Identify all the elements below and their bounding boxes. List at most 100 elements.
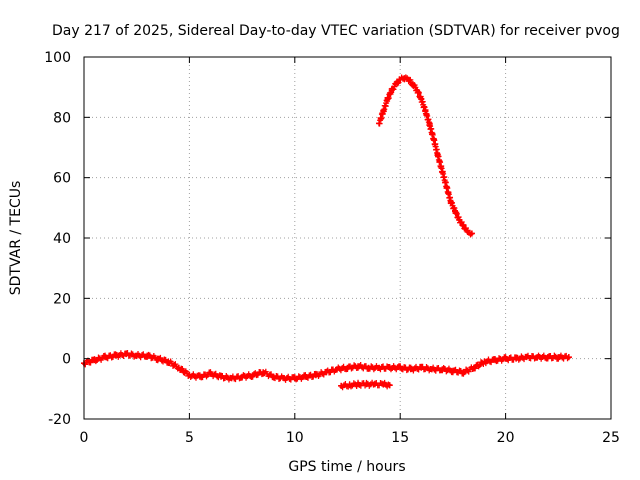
data-point <box>380 381 387 388</box>
data-point <box>228 375 235 382</box>
data-point <box>544 354 551 361</box>
plot-frame <box>83 56 612 420</box>
y-tick-label: 40 <box>53 231 71 247</box>
x-axis-label: GPS time / hours <box>288 459 405 475</box>
data-point <box>534 354 541 361</box>
data-point <box>435 153 442 160</box>
x-tick-label: 15 <box>391 430 409 446</box>
data-point <box>414 87 421 94</box>
data-point <box>380 108 387 115</box>
data-point <box>338 382 345 389</box>
data-point <box>439 168 446 175</box>
data-point <box>464 228 471 235</box>
data-point <box>133 352 140 359</box>
data-point <box>165 358 172 365</box>
data-point <box>388 87 395 94</box>
data-point <box>333 366 340 373</box>
data-point <box>260 369 267 376</box>
series-1 <box>376 74 475 238</box>
data-point <box>460 222 467 229</box>
data-point <box>112 352 119 359</box>
y-tick-label: 60 <box>53 171 71 187</box>
data-point <box>371 381 378 388</box>
data-point <box>565 354 572 361</box>
series-2 <box>338 379 393 391</box>
data-point <box>175 364 182 371</box>
data-point <box>481 358 488 365</box>
data-point <box>422 108 429 115</box>
data-point <box>397 76 404 83</box>
data-point <box>452 207 459 214</box>
y-tick-label: 80 <box>53 110 71 126</box>
data-point <box>397 364 404 371</box>
data-point <box>207 370 214 377</box>
data-point <box>281 375 288 382</box>
data-point <box>460 369 467 376</box>
data-point <box>418 96 425 103</box>
data-point <box>355 363 362 370</box>
series-markers <box>81 350 572 383</box>
data-point <box>346 382 353 389</box>
data-point <box>405 76 412 83</box>
data-point <box>428 366 435 373</box>
data-point <box>363 381 370 388</box>
data-point <box>426 121 433 128</box>
data-point <box>355 381 362 388</box>
data-point <box>302 373 309 380</box>
data-point <box>376 364 383 371</box>
y-tick-label: 100 <box>44 50 71 66</box>
data-point <box>323 369 330 376</box>
data-point <box>270 373 277 380</box>
data-point <box>102 354 109 361</box>
data-point <box>386 382 393 389</box>
x-tick-label: 25 <box>602 430 620 446</box>
data-point <box>239 373 246 380</box>
data-point <box>447 198 454 205</box>
data-point <box>449 367 456 374</box>
data-point <box>443 183 450 190</box>
data-point <box>291 375 298 382</box>
data-point <box>401 75 408 82</box>
x-tick-label: 0 <box>80 430 89 446</box>
data-point <box>144 352 151 359</box>
data-point <box>154 355 161 362</box>
x-tick-label: 20 <box>497 430 515 446</box>
series-markers <box>376 74 475 238</box>
data-point <box>312 372 319 379</box>
data-point <box>418 364 425 371</box>
data-point <box>386 364 393 371</box>
data-point <box>470 364 477 371</box>
data-point <box>502 355 509 362</box>
x-tick-label: 10 <box>286 430 304 446</box>
series-layer <box>81 74 572 391</box>
data-point <box>409 81 416 88</box>
data-point <box>513 355 520 362</box>
data-point <box>365 364 372 371</box>
y-tick-label: -20 <box>48 412 71 428</box>
data-point <box>91 357 98 364</box>
data-point <box>376 120 383 127</box>
data-point <box>249 372 256 379</box>
ticks: 0 5 10 15 20 25 -20 0 20 40 60 80 100 <box>44 50 620 446</box>
y-tick-label: 20 <box>53 291 71 307</box>
data-point <box>186 372 193 379</box>
data-point <box>218 373 225 380</box>
grid <box>84 57 611 419</box>
data-point <box>407 366 414 373</box>
data-point <box>492 357 499 364</box>
data-point <box>384 96 391 103</box>
data-point <box>555 354 562 361</box>
x-tick-label: 5 <box>185 430 194 446</box>
data-point <box>196 373 203 380</box>
data-point <box>123 351 130 358</box>
data-point <box>456 216 463 223</box>
data-point <box>430 136 437 143</box>
data-point <box>392 81 399 88</box>
series-0 <box>81 350 572 383</box>
data-point <box>439 366 446 373</box>
data-point <box>344 364 351 371</box>
data-point <box>468 230 475 237</box>
chart-title: Day 217 of 2025, Sidereal Day-to-day VTE… <box>52 23 620 39</box>
y-tick-label: 0 <box>62 352 71 368</box>
